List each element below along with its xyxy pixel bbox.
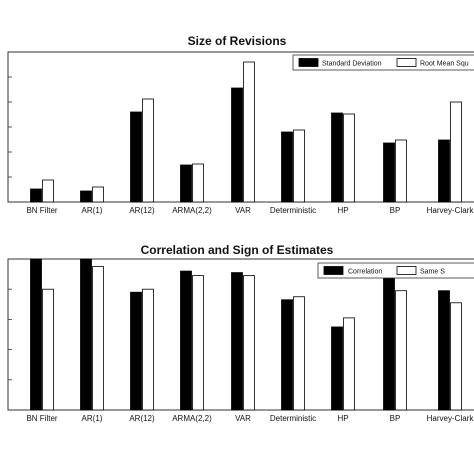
legend: Standard Deviation Root Mean Squ (292, 54, 474, 71)
bar-series2 (293, 296, 305, 411)
x-tick-label: AR(1) (82, 414, 103, 423)
bar-series1 (130, 111, 142, 203)
bar-series2 (192, 163, 204, 203)
bar-series1 (180, 270, 192, 411)
bar-series1 (438, 290, 450, 411)
legend-box (317, 262, 474, 279)
bar-series1 (231, 272, 243, 411)
bar-series1 (383, 266, 395, 411)
x-tick-label: BN Filter (26, 414, 57, 423)
legend-label-correlation: Correlation (348, 269, 382, 276)
x-tick-label: Deterministic (270, 206, 316, 215)
x-tick-label: AR(12) (129, 414, 155, 423)
bar-series1 (130, 291, 142, 411)
legend-box (292, 54, 474, 71)
panel-size-of-revisions: Size of Revisions BN Filter AR(1) AR(12) AR… (7, 34, 474, 215)
x-tick-labels: BN Filter AR(1) AR(12) ARMA(2,2) VAR Determin… (26, 414, 474, 423)
panel-correlation-and-sign: Correlation and Sign of Estimates BN Fil… (7, 243, 474, 423)
bar-series1 (80, 258, 92, 411)
bar-series2 (92, 266, 104, 411)
x-tick-label: HP (337, 206, 348, 215)
bar-series2 (343, 113, 355, 203)
bar-series1 (383, 142, 395, 203)
bar-series2 (142, 98, 154, 203)
bar-series2 (395, 139, 407, 203)
bars (30, 258, 462, 411)
bar-series1 (331, 326, 343, 411)
legend-label-standard-deviation: Standard Deviation (322, 61, 382, 68)
bar-series2 (395, 290, 407, 411)
y-ticks (8, 288, 12, 381)
bar-series1 (331, 112, 343, 203)
bar-series2 (192, 275, 204, 411)
y-ticks (8, 76, 12, 178)
bar-series2 (92, 186, 104, 203)
bar-series1 (180, 164, 192, 203)
x-tick-label: BN Filter (26, 206, 57, 215)
x-tick-label: ARMA(2,2) (172, 206, 212, 215)
bar-series2 (293, 129, 305, 203)
x-tick-label: BP (390, 414, 401, 423)
x-tick-label: Harvey-Clark (427, 414, 474, 423)
bar-series1 (281, 131, 293, 203)
bar-series1 (80, 190, 92, 203)
x-tick-label: BP (390, 206, 401, 215)
bar-series2 (243, 61, 255, 203)
legend-swatch-same-sign (396, 266, 417, 275)
legend-label-same-sign: Same S (420, 269, 445, 276)
legend-label-root-mean-squ: Root Mean Squ (420, 61, 469, 68)
bar-series2 (243, 275, 255, 411)
x-tick-label: Deterministic (270, 414, 316, 423)
x-tick-label: VAR (235, 414, 251, 423)
bar-series2 (343, 317, 355, 411)
bar-series1 (438, 139, 450, 203)
bar-series1 (30, 258, 42, 411)
legend: Correlation Same S (317, 262, 474, 279)
legend-swatch-root-mean-squ (396, 58, 417, 67)
bar-series2 (42, 288, 54, 411)
legend-swatch-correlation (323, 266, 344, 275)
x-tick-label: AR(1) (82, 206, 103, 215)
legend-swatch-standard-deviation (298, 58, 319, 67)
bar-series2 (42, 179, 54, 203)
x-tick-label: HP (337, 414, 348, 423)
x-tick-label: Harvey-Clark (427, 206, 474, 215)
bar-series1 (30, 188, 42, 203)
bars (30, 61, 462, 203)
chart-title: Size of Revisions (188, 34, 287, 48)
bar-series2 (450, 302, 462, 411)
x-tick-labels: BN Filter AR(1) AR(12) ARMA(2,2) VAR Determin… (26, 206, 474, 215)
bar-series1 (231, 87, 243, 203)
x-tick-label: AR(12) (129, 206, 155, 215)
x-tick-label: ARMA(2,2) (172, 414, 212, 423)
bar-series2 (142, 288, 154, 411)
x-tick-label: VAR (235, 206, 251, 215)
chart-title: Correlation and Sign of Estimates (141, 243, 334, 257)
bar-series2 (450, 101, 462, 203)
bar-series1 (281, 299, 293, 411)
